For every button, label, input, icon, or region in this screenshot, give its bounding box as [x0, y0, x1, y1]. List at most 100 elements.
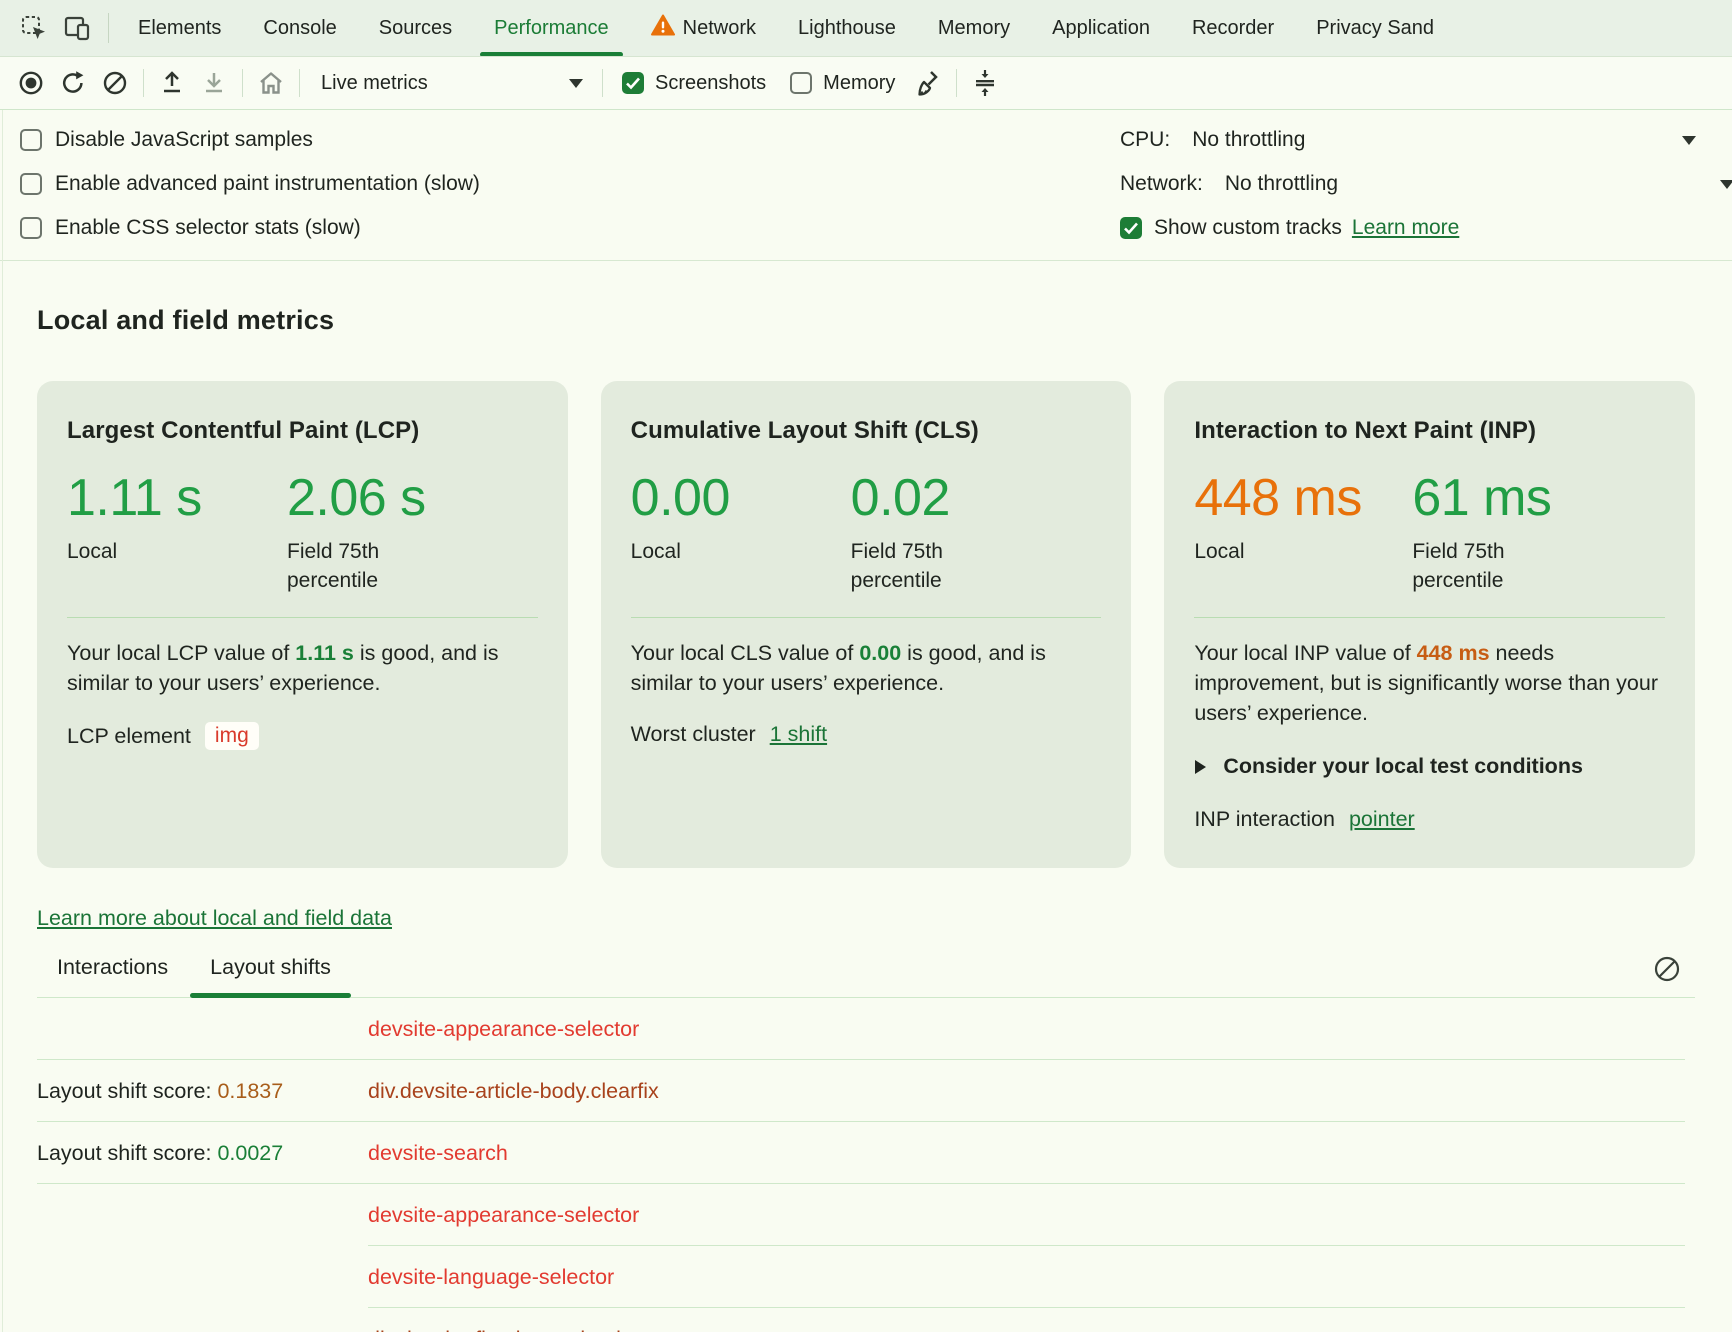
field-label: Field 75th percentile	[287, 537, 457, 595]
divider	[67, 617, 538, 618]
show-custom-tracks-checkbox[interactable]: Show custom tracks	[1120, 216, 1342, 240]
inp-interaction-link[interactable]: pointer	[1349, 807, 1415, 832]
worst-cluster-link[interactable]: 1 shift	[770, 722, 827, 747]
chevron-down-icon	[1682, 136, 1696, 145]
divider	[299, 69, 300, 97]
inspect-element-icon[interactable]	[12, 8, 56, 48]
card-title: Interaction to Next Paint (INP)	[1194, 417, 1665, 445]
tab-interactions[interactable]: Interactions	[57, 955, 168, 997]
panel-mode-select[interactable]: Live metrics	[307, 62, 595, 104]
cpu-throttling-select[interactable]: CPU: No throttling	[1120, 118, 1732, 162]
tab-layout-shifts[interactable]: Layout shifts	[210, 955, 331, 997]
cpu-label: CPU:	[1120, 128, 1170, 152]
live-metrics-view: Local and field metrics Largest Contentf…	[0, 303, 1732, 1332]
custom-tracks-learn-more-link[interactable]: Learn more	[1352, 216, 1459, 240]
checkbox-label: Enable CSS selector stats (slow)	[55, 216, 361, 240]
tab-label: Recorder	[1192, 17, 1274, 40]
local-label: Local	[67, 537, 237, 566]
shift-element-link[interactable]: devsite-language-selector	[368, 1265, 1695, 1290]
download-profile-icon[interactable]	[193, 62, 235, 104]
tab-recorder[interactable]: Recorder	[1171, 0, 1295, 57]
divider	[108, 13, 109, 43]
tab-label: Network	[683, 17, 756, 40]
collapse-panel-icon[interactable]	[964, 62, 1006, 104]
field-label: Field 75th percentile	[851, 537, 1021, 595]
tab-network[interactable]: Network	[630, 0, 777, 57]
checkbox-checked-icon	[1120, 217, 1142, 239]
cpu-value: No throttling	[1192, 128, 1305, 152]
tab-privacy-sandbox[interactable]: Privacy Sand	[1295, 0, 1455, 57]
lcp-element-chip[interactable]: img	[205, 722, 259, 750]
warning-icon	[651, 14, 675, 42]
record-button[interactable]	[10, 62, 52, 104]
shift-score: Layout shift score: 0.1837	[37, 1079, 368, 1104]
checkbox-unchecked-icon	[20, 217, 42, 239]
screenshots-checkbox[interactable]: Screenshots	[622, 72, 766, 95]
custom-tracks-row: Show custom tracks Learn more	[1120, 206, 1732, 250]
tab-memory[interactable]: Memory	[917, 0, 1031, 57]
inp-description: Your local INP value of 448 ms needs imp…	[1194, 638, 1665, 728]
clear-log-icon[interactable]	[1653, 955, 1683, 985]
shift-element-link[interactable]: devsite-appearance-selector	[368, 1017, 1695, 1042]
cls-field-value: 0.02	[851, 469, 1102, 527]
reload-record-button[interactable]	[52, 62, 94, 104]
inp-card: Interaction to Next Paint (INP) 448 ms L…	[1164, 381, 1695, 868]
local-test-conditions-disclosure[interactable]: Consider your local test conditions	[1194, 754, 1665, 779]
disclosure-label: Consider your local test conditions	[1223, 754, 1583, 779]
divider	[602, 69, 603, 97]
inp-local-value: 448 ms	[1194, 469, 1412, 527]
network-throttling-select[interactable]: Network: No throttling	[1120, 162, 1732, 206]
tab-label: Memory	[938, 17, 1010, 40]
clear-icon[interactable]	[94, 62, 136, 104]
shift-element-link[interactable]: div.devsite-floating-action-buttons	[368, 1327, 1695, 1332]
page-title: Local and field metrics	[37, 303, 1695, 337]
tab-label: Lighthouse	[798, 17, 896, 40]
divider	[631, 617, 1102, 618]
tab-application[interactable]: Application	[1031, 0, 1171, 57]
home-icon[interactable]	[250, 62, 292, 104]
divider	[1194, 617, 1665, 618]
shift-element-link[interactable]: devsite-appearance-selector	[368, 1203, 1695, 1228]
learn-more-field-data-link[interactable]: Learn more about local and field data	[37, 906, 392, 931]
memory-label: Memory	[823, 72, 895, 95]
inp-field-value: 61 ms	[1412, 469, 1665, 527]
layout-shift-row[interactable]: devsite-appearance-selector	[37, 1184, 1695, 1246]
card-title: Largest Contentful Paint (LCP)	[67, 417, 538, 445]
metric-cards: Largest Contentful Paint (LCP) 1.11 s Lo…	[37, 381, 1695, 868]
field-label: Field 75th percentile	[1412, 537, 1582, 595]
shift-element-link[interactable]: div.devsite-article-body.clearfix	[368, 1079, 1695, 1104]
screenshots-label: Screenshots	[655, 72, 766, 95]
layout-shift-row[interactable]: Layout shift score: 0.0027 devsite-searc…	[37, 1122, 1695, 1184]
capture-settings: Disable JavaScript samples Enable advanc…	[0, 110, 1732, 261]
chevron-down-icon	[569, 79, 583, 88]
divider	[143, 69, 144, 97]
tab-sources[interactable]: Sources	[358, 0, 473, 57]
layout-shift-row[interactable]: div.devsite-floating-action-buttons	[37, 1308, 1695, 1332]
local-label: Local	[631, 537, 801, 566]
throttling-column: CPU: No throttling Network: No throttlin…	[1120, 118, 1732, 250]
tab-performance[interactable]: Performance	[473, 0, 630, 57]
device-toolbar-icon[interactable]	[56, 8, 100, 48]
tab-console[interactable]: Console	[242, 0, 357, 57]
upload-profile-icon[interactable]	[151, 62, 193, 104]
shift-score: Layout shift score: 0.0027	[37, 1141, 368, 1166]
tab-label: Application	[1052, 17, 1150, 40]
cls-card: Cumulative Layout Shift (CLS) 0.00 Local…	[601, 381, 1132, 868]
custom-tracks-label: Show custom tracks	[1154, 216, 1342, 240]
layout-shift-row[interactable]: Layout shift score: 0.1837 div.devsite-a…	[37, 1060, 1695, 1122]
divider	[956, 69, 957, 97]
tab-elements[interactable]: Elements	[117, 0, 242, 57]
layout-shift-row[interactable]: devsite-language-selector	[37, 1246, 1695, 1308]
devtools-tab-bar: Elements Console Sources Performance Net…	[0, 0, 1732, 57]
gc-broom-icon[interactable]	[907, 62, 949, 104]
chevron-down-icon	[1720, 180, 1732, 189]
shift-element-link[interactable]: devsite-search	[368, 1141, 1695, 1166]
triangle-right-icon	[1194, 759, 1207, 775]
memory-checkbox[interactable]: Memory	[790, 72, 895, 95]
cls-description: Your local CLS value of 0.00 is good, an…	[631, 638, 1102, 698]
cls-local-value: 0.00	[631, 469, 851, 527]
layout-shift-row[interactable]: devsite-appearance-selector	[37, 998, 1695, 1060]
log-tabs: Interactions Layout shifts	[37, 955, 1695, 998]
tab-lighthouse[interactable]: Lighthouse	[777, 0, 917, 57]
checkbox-checked-icon	[622, 72, 644, 94]
